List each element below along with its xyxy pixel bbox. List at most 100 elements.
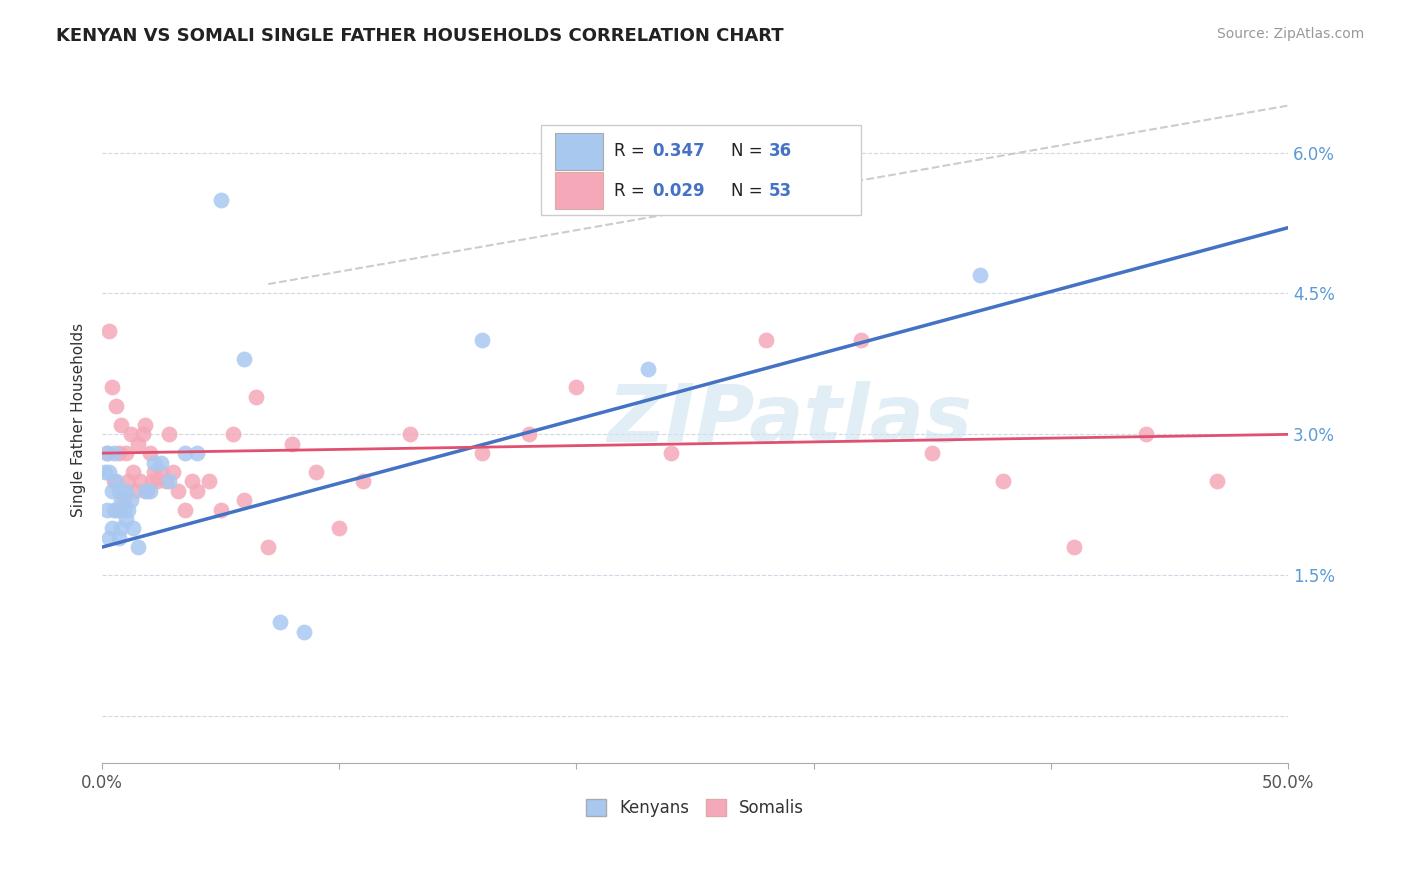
Point bbox=[281, 436, 304, 450]
Point bbox=[174, 502, 197, 516]
Point bbox=[127, 540, 149, 554]
Point bbox=[209, 193, 232, 207]
Point bbox=[155, 475, 177, 489]
Point bbox=[112, 493, 135, 508]
Point bbox=[120, 427, 142, 442]
Point bbox=[269, 615, 291, 630]
Text: KENYAN VS SOMALI SINGLE FATHER HOUSEHOLDS CORRELATION CHART: KENYAN VS SOMALI SINGLE FATHER HOUSEHOLD… bbox=[56, 27, 785, 45]
Point bbox=[115, 512, 138, 526]
Point bbox=[115, 446, 138, 460]
Point bbox=[186, 446, 208, 460]
Text: 0.347: 0.347 bbox=[652, 143, 706, 161]
Point bbox=[100, 483, 122, 498]
Point bbox=[245, 390, 267, 404]
Point bbox=[103, 446, 125, 460]
Point bbox=[110, 493, 132, 508]
Point bbox=[100, 380, 122, 394]
Point bbox=[1063, 540, 1085, 554]
Legend: Kenyans, Somalis: Kenyans, Somalis bbox=[579, 792, 811, 823]
Point bbox=[198, 475, 221, 489]
Point bbox=[517, 427, 540, 442]
Point bbox=[117, 502, 139, 516]
Point bbox=[186, 483, 208, 498]
Point bbox=[209, 502, 232, 516]
Point bbox=[145, 475, 167, 489]
Point bbox=[110, 417, 132, 432]
Point bbox=[659, 446, 682, 460]
Point bbox=[105, 399, 128, 413]
Point bbox=[304, 465, 326, 479]
Point bbox=[328, 521, 350, 535]
Point bbox=[108, 531, 131, 545]
Point bbox=[993, 475, 1015, 489]
Point bbox=[1135, 427, 1157, 442]
Point bbox=[233, 352, 256, 367]
Point bbox=[399, 427, 422, 442]
Point bbox=[108, 502, 131, 516]
Point bbox=[921, 446, 943, 460]
Point bbox=[352, 475, 374, 489]
Bar bbox=[555, 133, 603, 170]
Point bbox=[162, 465, 184, 479]
Point bbox=[167, 483, 190, 498]
Point bbox=[141, 475, 163, 489]
Point bbox=[127, 436, 149, 450]
Point bbox=[134, 483, 156, 498]
Point bbox=[117, 475, 139, 489]
Point bbox=[122, 521, 145, 535]
Point bbox=[120, 493, 142, 508]
Text: 0.029: 0.029 bbox=[652, 182, 704, 200]
Point bbox=[108, 483, 131, 498]
Point bbox=[157, 475, 180, 489]
Point bbox=[150, 456, 173, 470]
Point bbox=[138, 446, 160, 460]
Point bbox=[105, 502, 128, 516]
Point bbox=[471, 446, 494, 460]
Point bbox=[131, 427, 153, 442]
Point bbox=[565, 380, 588, 394]
Point bbox=[233, 493, 256, 508]
Text: R =: R = bbox=[614, 143, 651, 161]
Point bbox=[112, 502, 135, 516]
Point bbox=[292, 624, 315, 639]
Point bbox=[103, 502, 125, 516]
Text: 36: 36 bbox=[769, 143, 792, 161]
Point bbox=[122, 465, 145, 479]
Point bbox=[150, 465, 173, 479]
Point bbox=[98, 324, 121, 338]
Point bbox=[100, 521, 122, 535]
Text: 53: 53 bbox=[769, 182, 792, 200]
Point bbox=[637, 361, 659, 376]
FancyBboxPatch shape bbox=[541, 126, 860, 215]
Point bbox=[96, 502, 118, 516]
Text: Source: ZipAtlas.com: Source: ZipAtlas.com bbox=[1216, 27, 1364, 41]
Point bbox=[105, 475, 128, 489]
Point bbox=[96, 446, 118, 460]
Text: ZIPatlas: ZIPatlas bbox=[607, 381, 973, 459]
Point bbox=[136, 483, 159, 498]
Point bbox=[103, 475, 125, 489]
Bar bbox=[555, 172, 603, 210]
Point bbox=[1205, 475, 1227, 489]
Point bbox=[115, 483, 138, 498]
Point bbox=[96, 446, 118, 460]
Point bbox=[110, 521, 132, 535]
Point bbox=[471, 334, 494, 348]
Text: N =: N = bbox=[731, 143, 768, 161]
Text: R =: R = bbox=[614, 182, 651, 200]
Point bbox=[157, 427, 180, 442]
Point bbox=[129, 475, 152, 489]
Text: N =: N = bbox=[731, 182, 768, 200]
Point bbox=[969, 268, 991, 282]
Point bbox=[98, 465, 121, 479]
Point bbox=[143, 465, 166, 479]
Point bbox=[849, 334, 872, 348]
Y-axis label: Single Father Households: Single Father Households bbox=[72, 323, 86, 517]
Point bbox=[124, 483, 146, 498]
Point bbox=[138, 483, 160, 498]
Point bbox=[98, 531, 121, 545]
Point bbox=[755, 334, 778, 348]
Point bbox=[134, 417, 156, 432]
Point bbox=[221, 427, 243, 442]
Point bbox=[108, 446, 131, 460]
